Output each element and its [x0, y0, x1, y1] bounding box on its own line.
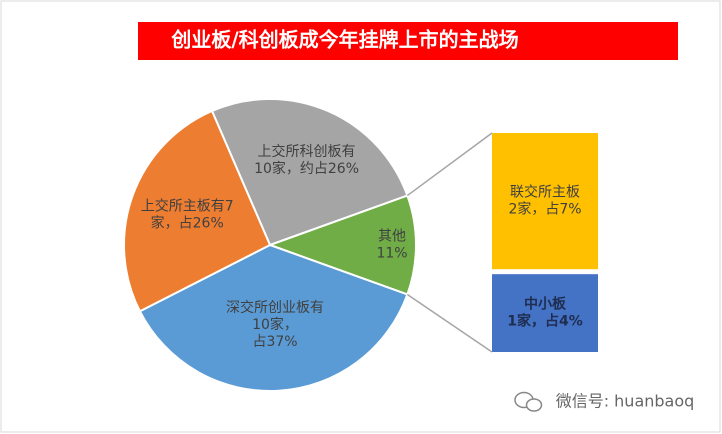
watermark-icon	[514, 391, 543, 412]
connector-line	[406, 132, 493, 197]
bar-segment	[492, 274, 598, 352]
chart-title: 创业板/科创板成今年挂牌上市的主战场	[170, 28, 518, 52]
pie-slice	[123, 109, 272, 313]
data-label: 中小板	[524, 296, 567, 313]
pie-slice	[267, 194, 417, 296]
data-label: 家，占26%	[151, 215, 224, 232]
data-label: 10家，约占26%	[254, 160, 359, 177]
data-label: 10家，	[252, 316, 298, 333]
data-label: 深交所创业板有	[226, 299, 324, 316]
watermark: 微信号: huanbaoq	[556, 392, 695, 411]
data-label: 上交所主板有7	[141, 198, 234, 215]
data-label: 上交所科创板有	[258, 143, 356, 160]
connector-line	[406, 293, 493, 353]
data-label: 联交所主板	[510, 184, 580, 201]
data-label: 11%	[376, 246, 407, 262]
data-label: 2家，占7%	[508, 201, 581, 218]
bar-segment	[492, 133, 598, 270]
pie-slice	[210, 98, 409, 247]
title-box	[138, 22, 678, 60]
data-label: 1家，占4%	[507, 313, 583, 330]
data-label: 占37%	[252, 334, 297, 350]
pie-slice	[138, 243, 409, 392]
data-label: 其他	[378, 229, 406, 245]
